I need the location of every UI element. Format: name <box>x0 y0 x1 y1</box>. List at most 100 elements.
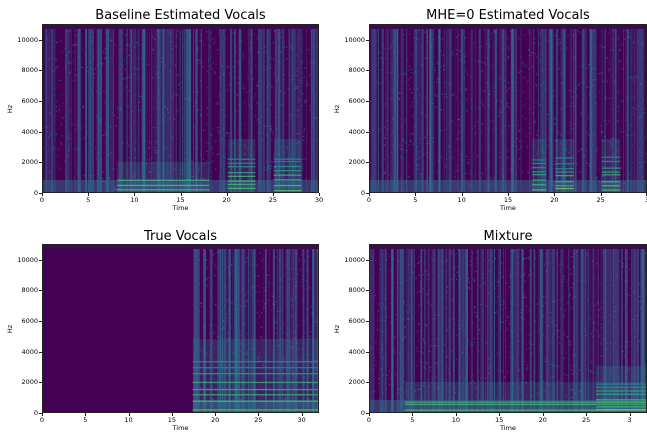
spectrogram-speckle <box>82 107 83 108</box>
spectrogram-speckle <box>211 135 212 136</box>
spectrogram-speckle <box>110 126 111 127</box>
spectrogram-speckle <box>227 333 228 334</box>
spectrogram-speckle <box>304 289 305 290</box>
spectrogram-speckle <box>421 74 422 75</box>
spectrogram-streak <box>380 249 381 413</box>
spectrogram-speckle <box>491 254 492 255</box>
spectrogram-speckle <box>450 192 451 193</box>
spectrogram-speckle <box>599 73 600 74</box>
spectrogram-speckle <box>280 37 281 38</box>
spectrogram-speckle <box>527 81 528 82</box>
spectrogram-streak <box>515 29 516 193</box>
spectrogram-speckle <box>267 87 268 88</box>
spectrogram-speckle <box>565 106 566 107</box>
spectrogram-speckle <box>473 43 474 44</box>
spectrogram-speckle <box>371 348 372 349</box>
spectrogram-speckle <box>552 340 553 341</box>
spectrogram-speckle <box>418 119 419 120</box>
spectrogram-speckle <box>629 36 630 37</box>
spectrogram-speckle <box>129 45 130 46</box>
spectrogram-speckle <box>136 69 137 70</box>
spectrogram-speckle <box>406 150 407 151</box>
spectrogram-speckle <box>470 173 471 174</box>
spectrogram-speckle <box>510 31 511 32</box>
spectrogram-speckle <box>297 110 298 111</box>
spectrogram-speckle <box>203 158 204 159</box>
spectrogram-speckle <box>62 94 63 95</box>
spectrogram-speckle <box>283 303 284 304</box>
spectrogram-speckle <box>624 355 625 356</box>
spectrogram-speckle <box>493 87 494 88</box>
spectrogram-speckle <box>71 62 72 63</box>
spectrogram-speckle <box>584 329 585 330</box>
spectrogram-speckle <box>428 290 429 291</box>
spectrogram-speckle <box>556 365 557 366</box>
spectrogram-speckle <box>593 331 594 332</box>
spectrogram-speckle <box>589 94 590 95</box>
spectrogram-speckle <box>219 154 220 155</box>
spectrogram-speckle <box>449 84 450 85</box>
spectrogram-speckle <box>549 64 550 65</box>
spectrogram-speckle <box>618 38 619 39</box>
spectrogram-speckle <box>394 71 395 72</box>
spectrogram-speckle <box>547 264 548 265</box>
spectrogram-streak <box>100 29 102 193</box>
spectrogram-speckle <box>127 116 128 117</box>
spectrogram-speckle <box>500 112 501 113</box>
spectrogram-speckle <box>307 308 308 309</box>
spectrogram-speckle <box>188 37 189 38</box>
spectrogram-speckle <box>493 120 494 121</box>
spectrogram-speckle <box>482 340 483 341</box>
spectrogram-speckle <box>437 78 438 79</box>
spectrogram-speckle <box>229 84 230 85</box>
spectrogram-speckle <box>626 57 627 58</box>
spectrogram-speckle <box>489 91 490 92</box>
spectrogram-speckle <box>558 380 559 381</box>
spectrogram-speckle <box>483 90 484 91</box>
spectrogram-speckle <box>171 140 172 141</box>
spectrogram-speckle <box>552 376 553 377</box>
spectrogram-speckle <box>610 354 611 355</box>
spectrogram-speckle <box>249 104 250 105</box>
spectrogram-speckle <box>392 41 393 42</box>
spectrogram-speckle <box>70 62 71 63</box>
spectrogram-speckle <box>535 321 536 322</box>
spectrogram-speckle <box>514 251 515 252</box>
spectrogram-speckle <box>276 320 277 321</box>
spectrogram-speckle <box>234 123 235 124</box>
spectrogram-speckle <box>643 274 644 275</box>
spectrogram-speckle <box>428 280 429 281</box>
spectrogram-speckle <box>604 338 605 339</box>
spectrogram-speckle <box>68 63 69 64</box>
spectrogram-speckle <box>571 123 572 124</box>
spectrogram-speckle <box>629 269 630 270</box>
spectrogram-speckle <box>626 303 627 304</box>
spectrogram-speckle <box>372 127 373 128</box>
spectrogram-speckle <box>621 44 622 45</box>
spectrogram-speckle <box>227 66 228 67</box>
spectrogram-speckle <box>237 111 238 112</box>
spectrogram-speckle <box>633 292 634 293</box>
spectrogram-speckle <box>389 175 390 176</box>
x-tick-label: 10 <box>446 416 466 424</box>
spectrogram-speckle <box>494 31 495 32</box>
spectrogram-speckle <box>263 259 264 260</box>
spectrogram-speckle <box>608 321 609 322</box>
spectrogram-speckle <box>212 39 213 40</box>
spectrogram-energy-region <box>532 139 546 193</box>
spectrogram-speckle <box>411 318 412 319</box>
spectrogram-speckle <box>278 78 279 79</box>
spectrogram-speckle <box>584 156 585 157</box>
spectrogram-speckle <box>152 37 153 38</box>
spectrogram-speckle <box>129 77 130 78</box>
spectrogram-speckle <box>506 105 507 106</box>
spectrogram-speckle <box>441 66 442 67</box>
spectrogram-speckle <box>445 166 446 167</box>
spectrogram-speckle <box>519 72 520 73</box>
spectrogram-speckle <box>640 68 641 69</box>
spectrogram-speckle <box>300 285 301 286</box>
spectrogram-speckle <box>446 96 447 97</box>
spectrogram-speckle <box>46 152 47 153</box>
spectrogram-speckle <box>298 67 299 68</box>
spectrogram-speckle <box>131 41 132 42</box>
